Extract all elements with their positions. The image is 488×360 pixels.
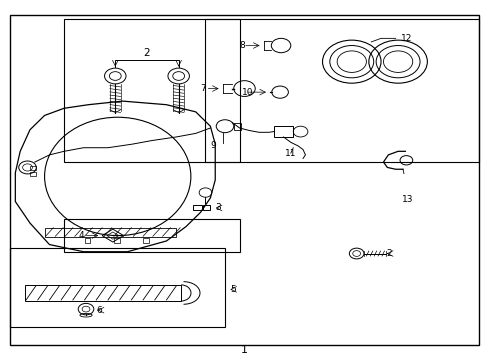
Bar	[25, 285, 181, 301]
Bar	[143, 238, 149, 243]
Text: 10: 10	[242, 87, 253, 96]
Text: 8: 8	[239, 41, 245, 50]
Text: 6: 6	[97, 306, 102, 315]
Bar	[64, 19, 239, 162]
Bar	[44, 228, 176, 237]
Text: 9: 9	[209, 141, 215, 150]
Text: 7: 7	[200, 84, 206, 93]
Text: 13: 13	[401, 195, 413, 204]
Bar	[193, 206, 202, 211]
Text: 11: 11	[285, 149, 296, 158]
Bar	[64, 220, 239, 252]
Bar	[273, 126, 293, 137]
Bar	[203, 206, 209, 211]
Bar	[30, 172, 36, 176]
Text: 3: 3	[215, 203, 221, 212]
Bar	[84, 238, 90, 243]
Text: 12: 12	[400, 34, 411, 43]
Text: 2: 2	[385, 249, 391, 258]
Bar	[30, 166, 36, 170]
Bar	[10, 248, 224, 327]
Bar	[233, 123, 241, 130]
Text: 5: 5	[229, 285, 235, 294]
Bar	[114, 238, 120, 243]
Text: 2: 2	[143, 48, 150, 58]
Text: 1: 1	[241, 345, 247, 355]
Bar	[205, 19, 478, 162]
Text: 4: 4	[79, 231, 84, 240]
